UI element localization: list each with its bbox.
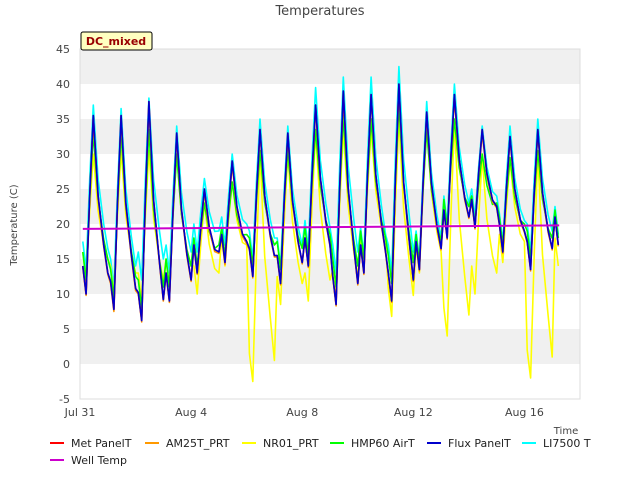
x-tick-label: Aug 4 xyxy=(175,406,207,419)
legend-item: NR01_PRT xyxy=(242,437,319,450)
legend-label: Met PanelT xyxy=(71,437,132,450)
x-tick-label: Jul 31 xyxy=(64,406,96,419)
site-badge-box xyxy=(80,31,153,51)
y-axis-ticks: -5 0 5 10 15 20 25 30 35 40 45 xyxy=(56,43,70,406)
y-tick-label: 20 xyxy=(56,218,70,231)
site-badge: DC_mixed xyxy=(80,31,153,51)
y-tick-label: 25 xyxy=(56,183,70,196)
y-tick-label: 15 xyxy=(56,253,70,266)
grid-band xyxy=(80,329,580,364)
series-line-flux-panelt xyxy=(82,83,560,322)
x-tick-label: Aug 8 xyxy=(286,406,318,419)
y-tick-label: -5 xyxy=(59,393,70,406)
legend-label: LI7500 T xyxy=(543,437,591,450)
site-badge-label: DC_mixed xyxy=(86,35,146,48)
legend-item: Well Temp xyxy=(50,454,127,467)
legend-label: NR01_PRT xyxy=(263,437,319,450)
grid-band xyxy=(80,49,580,84)
series-line-well-temp xyxy=(82,224,560,230)
legend: Met PanelT AM25T_PRT NR01_PRT HMP60 AirT Flu… xyxy=(50,437,591,467)
x-tick-label: Aug 12 xyxy=(394,406,433,419)
legend-item: Flux PanelT xyxy=(427,437,511,450)
y-tick-label: 45 xyxy=(56,43,70,56)
x-axis-ticks: Jul 31 Aug 4 Aug 8 Aug 12 Aug 16 xyxy=(64,406,544,419)
y-tick-label: 10 xyxy=(56,288,70,301)
grid-band xyxy=(80,119,580,154)
legend-item: LI7500 T xyxy=(522,437,591,450)
legend-item: HMP60 AirT xyxy=(330,437,415,450)
legend-label: Flux PanelT xyxy=(448,437,511,450)
y-tick-label: 30 xyxy=(56,148,70,161)
x-tick-label: Aug 16 xyxy=(505,406,544,419)
legend-item: Met PanelT xyxy=(50,437,132,450)
legend-label: HMP60 AirT xyxy=(351,437,415,450)
y-tick-label: 35 xyxy=(56,113,70,126)
series-lines xyxy=(82,65,560,383)
y-tick-label: 5 xyxy=(63,323,70,336)
plot-frame xyxy=(79,48,581,400)
legend-label: Well Temp xyxy=(71,454,127,467)
y-axis-title: Temperature (C) xyxy=(9,184,20,266)
legend-item: AM25T_PRT xyxy=(145,437,230,450)
legend-label: AM25T_PRT xyxy=(166,437,230,450)
y-tick-label: 0 xyxy=(63,358,70,371)
y-tick-label: 40 xyxy=(56,78,70,91)
chart-title: Temperatures xyxy=(274,4,364,19)
x-axis-title: Time xyxy=(553,426,578,437)
